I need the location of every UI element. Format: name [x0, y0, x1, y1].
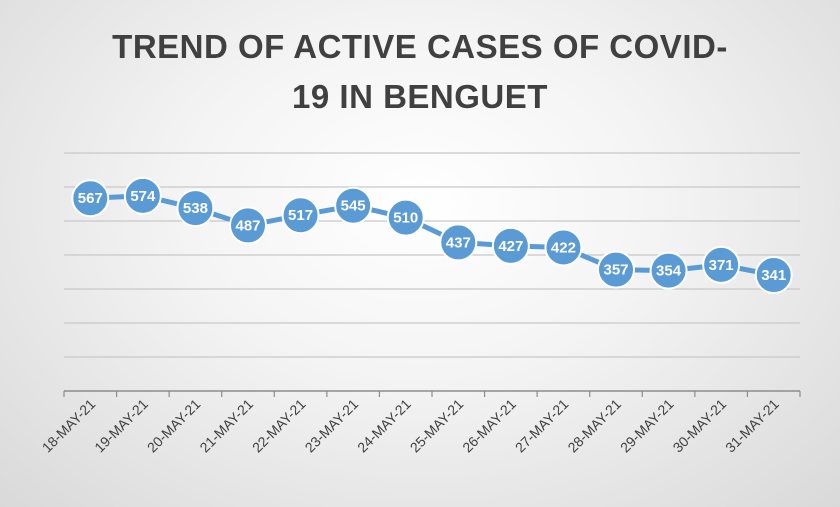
- data-label: 574: [130, 188, 156, 205]
- chart-title: TREND OF ACTIVE CASES OF COVID- 19 IN BE…: [0, 22, 840, 122]
- data-point-marker: [123, 176, 162, 215]
- x-tick-label: 28-MAY-21: [564, 396, 624, 456]
- data-point-marker: [597, 250, 635, 289]
- data-point-marker: [386, 198, 425, 237]
- x-tick-label: 29-MAY-21: [617, 396, 677, 456]
- data-label: 510: [393, 210, 418, 227]
- data-point-marker: [71, 179, 110, 218]
- data-point-marker: [649, 251, 688, 290]
- x-tick-label: 24-MAY-21: [354, 396, 414, 456]
- data-point-marker: [491, 226, 530, 265]
- chart-title-line-1: TREND OF ACTIVE CASES OF COVID-: [112, 28, 728, 65]
- x-tick-label: 22-MAY-21: [249, 396, 309, 456]
- data-label: 341: [761, 267, 786, 284]
- x-tick-label: 27-MAY-21: [512, 396, 572, 456]
- data-label: 371: [709, 257, 734, 274]
- data-label: 422: [551, 240, 576, 257]
- data-point-marker: [281, 196, 320, 235]
- data-point-marker: [754, 256, 793, 295]
- data-label: 437: [446, 234, 471, 251]
- data-point-marker: [176, 189, 215, 228]
- data-label: 427: [498, 238, 523, 255]
- x-tick-label: 19-MAY-21: [91, 396, 151, 456]
- x-tick-label: 30-MAY-21: [670, 396, 730, 456]
- data-label: 517: [288, 207, 313, 224]
- chart-title-line-2: 19 IN BENGUET: [292, 78, 548, 115]
- data-point-marker: [439, 223, 478, 262]
- x-tick-label: 18-MAY-21: [39, 396, 99, 456]
- x-tick-label: 23-MAY-21: [302, 396, 362, 456]
- data-point-marker: [544, 228, 583, 267]
- data-label: 357: [603, 262, 628, 279]
- x-tick-label: 26-MAY-21: [459, 396, 519, 456]
- data-label: 354: [656, 263, 682, 280]
- data-point-marker: [334, 186, 373, 225]
- data-label: 545: [341, 198, 366, 215]
- x-tick-label: 20-MAY-21: [144, 396, 204, 456]
- data-label: 538: [183, 200, 208, 217]
- data-point-marker: [229, 206, 267, 245]
- x-tick-label: 31-MAY-21: [722, 396, 782, 456]
- data-point-marker: [702, 245, 741, 284]
- x-tick-label: 21-MAY-21: [196, 396, 256, 456]
- data-label: 487: [235, 217, 260, 234]
- data-label: 567: [78, 190, 103, 207]
- x-tick-label: 25-MAY-21: [407, 396, 467, 456]
